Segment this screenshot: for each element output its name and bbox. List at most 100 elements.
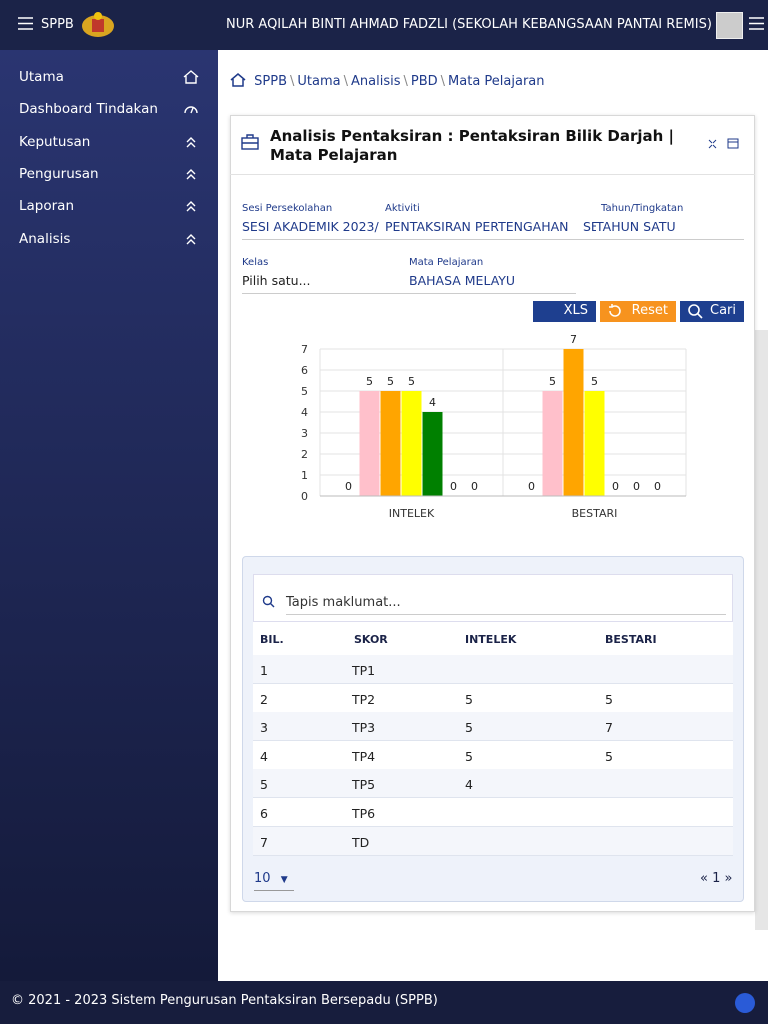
data-label: 5 <box>366 375 373 388</box>
row-divider <box>253 854 733 856</box>
table-cell: TP3 <box>352 720 376 736</box>
table-cell: 5 <box>260 777 268 793</box>
search-icon <box>262 595 275 608</box>
row-divider <box>253 711 733 713</box>
separator: \ <box>290 74 295 89</box>
table-cell: 2 <box>260 691 268 707</box>
icon-shape <box>186 136 196 148</box>
separator: \ <box>403 74 408 89</box>
app-name[interactable]: SPPB <box>41 17 74 32</box>
crest <box>82 12 114 37</box>
menu-icon[interactable] <box>18 17 33 30</box>
row-divider <box>253 740 733 742</box>
field-underline <box>242 239 744 240</box>
breadcrumb-item[interactable]: Analisis <box>351 74 401 89</box>
field-value[interactable]: TAHUN SATU <box>596 219 676 234</box>
menu-item[interactable]: Laporan <box>19 198 75 215</box>
field-label: Mata Pelajaran <box>409 257 484 268</box>
menu-item[interactable]: Utama <box>19 69 64 85</box>
page-size[interactable]: 10 ▼ <box>254 871 294 891</box>
table-cell: 7 <box>260 834 268 850</box>
bar <box>584 391 605 496</box>
data-label: 0 <box>345 480 352 493</box>
row-stripe <box>253 655 733 683</box>
data-label: 0 <box>471 480 478 493</box>
column-header: INTELEK <box>465 633 517 646</box>
y-tick-label: 1 <box>301 469 308 482</box>
table-cell: 5 <box>465 748 473 764</box>
data-label: 5 <box>387 375 394 388</box>
search-icon <box>688 304 703 319</box>
row-divider <box>253 797 733 799</box>
menu-icon <box>183 70 199 84</box>
row-stripe <box>253 826 733 855</box>
page-size-value: 10 <box>254 871 271 886</box>
data-label: 5 <box>408 375 415 388</box>
briefcase-icon <box>241 134 259 150</box>
panel-title: Analisis Pentaksiran : Pentaksiran Bilik… <box>270 127 675 164</box>
table-cell: 5 <box>605 748 613 764</box>
menu-icon-right[interactable] <box>749 17 764 30</box>
home-icon[interactable] <box>230 73 246 87</box>
table-cell: TP4 <box>352 748 376 764</box>
x-tick-label: BESTARI <box>572 507 618 520</box>
breadcrumb-item[interactable]: Utama <box>297 74 341 89</box>
reset-button[interactable]: Reset <box>600 301 676 322</box>
row-stripe <box>253 712 733 741</box>
field-value[interactable]: SESI AKADEMIK 2023/ <box>242 219 379 234</box>
data-label: 0 <box>450 480 457 493</box>
row-stripe <box>253 769 733 798</box>
table-cell: 5 <box>605 691 613 707</box>
breadcrumb-item[interactable]: Mata Pelajaran <box>448 74 545 89</box>
avatar[interactable] <box>716 12 743 39</box>
search-placeholder: Tapis maklumat... <box>286 595 401 610</box>
separator: \ <box>343 74 348 89</box>
data-label: 0 <box>612 480 619 493</box>
data-label: 5 <box>549 375 556 388</box>
field-value[interactable]: SE <box>583 219 599 234</box>
scroll-top[interactable] <box>735 993 755 1013</box>
data-label: 0 <box>528 480 535 493</box>
background-strip <box>755 330 768 930</box>
breadcrumb-item[interactable]: SPPB <box>254 74 287 89</box>
table-cell: 7 <box>605 720 613 736</box>
column-header: BIL. <box>260 633 284 646</box>
user-name[interactable]: NUR AQILAH BINTI AHMAD FADZLI (SEKOLAH K… <box>226 17 712 32</box>
table-cell: TP6 <box>352 806 376 821</box>
field-value[interactable]: PENTAKSIRAN PERTENGAHAN <box>385 219 569 234</box>
column-header: SKOR <box>354 633 388 646</box>
menu-item[interactable]: Analisis <box>19 230 71 247</box>
menu-item[interactable]: Keputusan <box>19 133 91 150</box>
field-value[interactable]: Pilih satu... <box>242 273 311 288</box>
data-label: 4 <box>429 396 436 409</box>
menu-item[interactable]: Pengurusan <box>19 165 99 182</box>
table-cell: TD <box>352 834 370 850</box>
divider <box>230 174 755 175</box>
table-cell: 4 <box>260 748 268 764</box>
y-tick-label: 7 <box>301 343 308 356</box>
y-tick-label: 4 <box>301 406 308 419</box>
icon-shape <box>186 233 196 244</box>
pager[interactable]: « 1 » <box>700 871 733 886</box>
table-cell: 6 <box>260 806 268 821</box>
x-tick-label: INTELEK <box>389 507 435 520</box>
sidebar: Utama Dashboard Tindakan Keputusan Pengurus… <box>0 50 218 981</box>
top-bar: SPPB NUR AQILAH BINTI AHMAD FADZLI (SEKO… <box>0 0 768 50</box>
footer: © 2021 - 2023 Sistem Pengurusan Pentaksi… <box>0 981 768 1024</box>
search-box[interactable]: Tapis maklumat... <box>253 574 733 622</box>
row-divider <box>253 683 733 684</box>
bar <box>380 391 401 496</box>
menu-icon <box>186 168 196 180</box>
menu-item[interactable]: Dashboard Tindakan <box>19 101 158 118</box>
menu-icon <box>186 136 196 148</box>
y-tick-label: 5 <box>301 385 308 398</box>
y-tick-label: 2 <box>301 448 308 461</box>
panel-tools[interactable] <box>707 138 740 150</box>
xls-button[interactable]: XLS <box>533 301 596 322</box>
field-value[interactable]: BAHASA MELAYU <box>409 273 516 288</box>
table-cell: TP5 <box>352 777 376 793</box>
breadcrumb-item[interactable]: PBD <box>410 74 438 89</box>
bar <box>563 349 584 496</box>
search-underline <box>286 614 726 615</box>
